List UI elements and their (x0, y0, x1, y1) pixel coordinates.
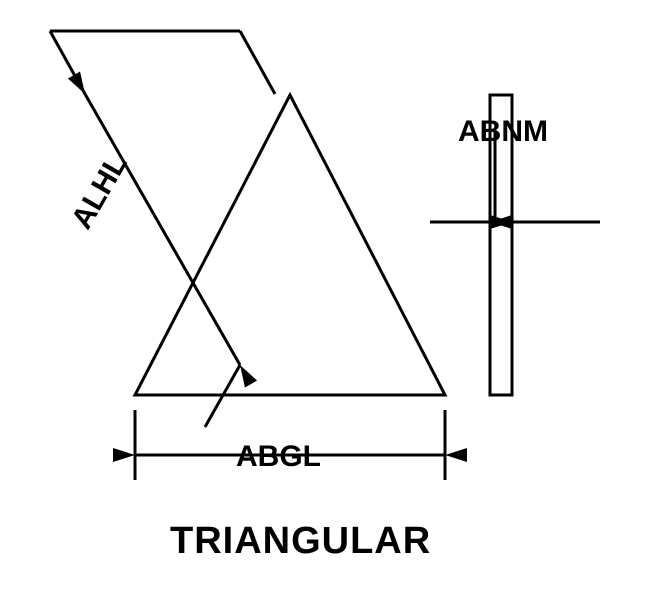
triangle-shape (135, 95, 445, 395)
diagram-title: TRIANGULAR (170, 520, 431, 563)
label-abnm: ABNM (458, 115, 548, 149)
diagram-container: ALHL ABNM ABGL TRIANGULAR (0, 0, 660, 600)
label-abgl: ABGL (236, 440, 321, 474)
diagram-svg (0, 0, 660, 600)
